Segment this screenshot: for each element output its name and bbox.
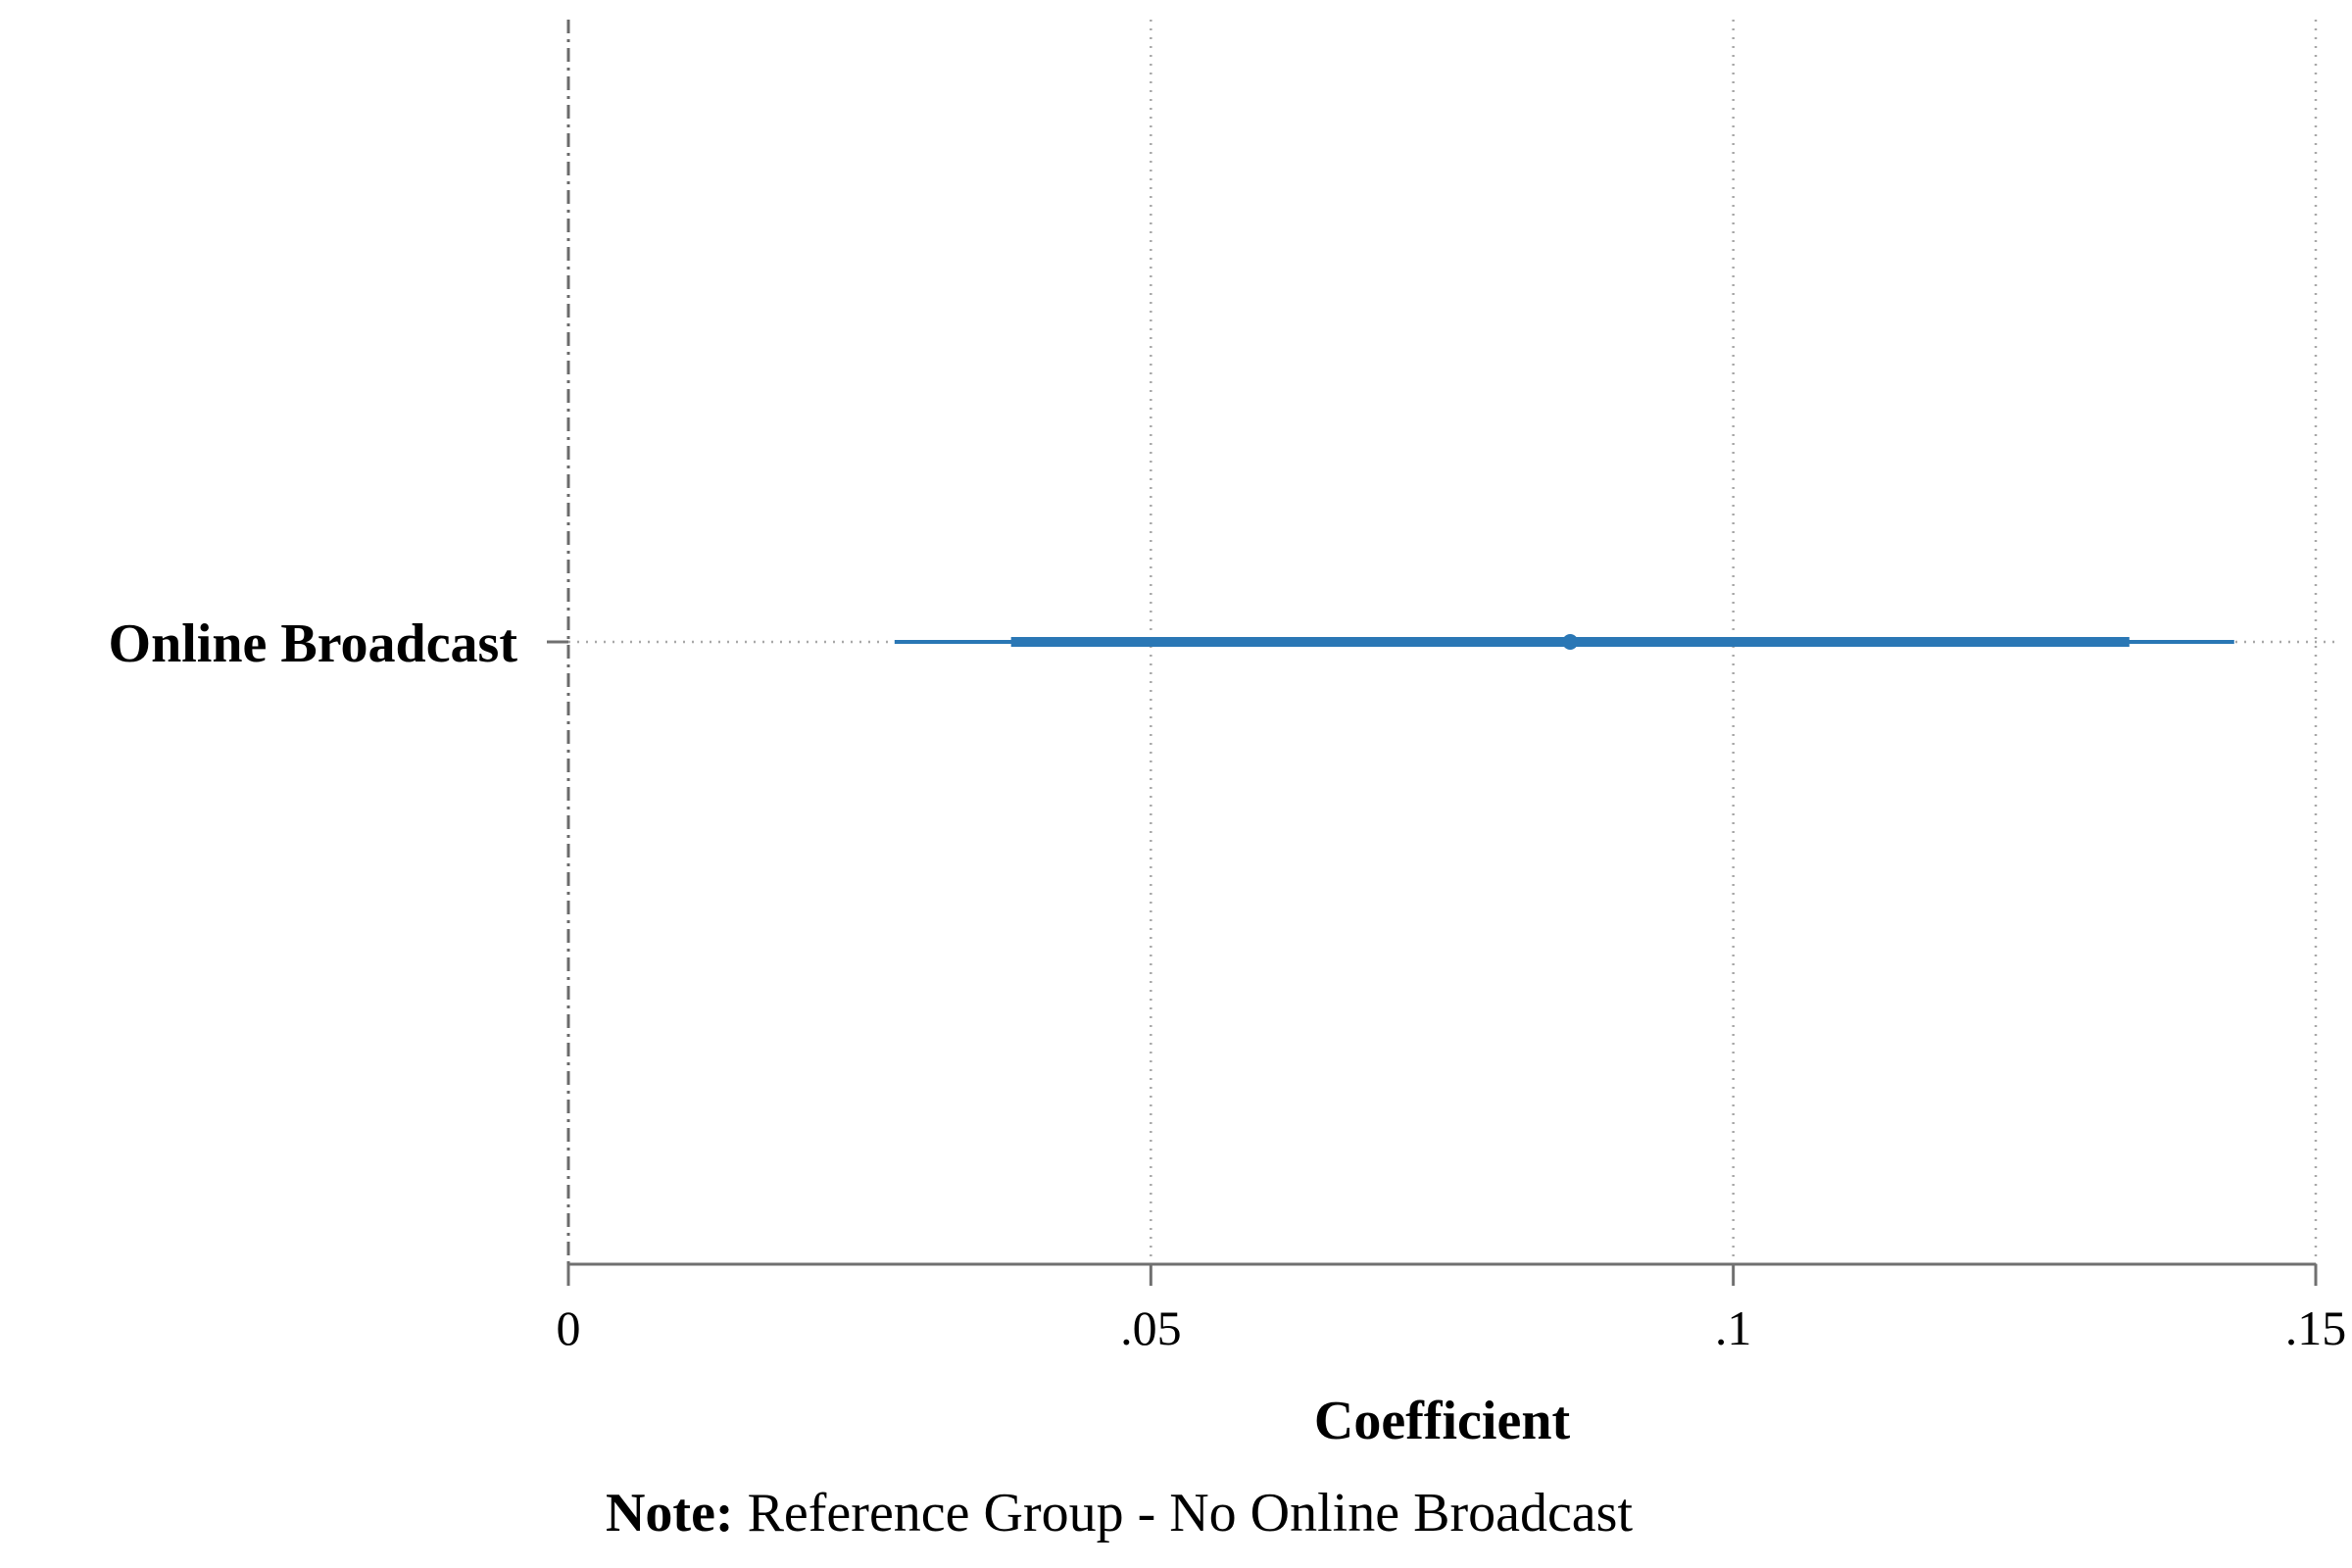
x-tick-label: .1 [1715, 1300, 1752, 1355]
x-tick-label: 0 [557, 1300, 581, 1355]
coefficient-marks [894, 634, 2234, 650]
x-tick-label: .15 [2285, 1300, 2347, 1355]
note-label: Note: [606, 1483, 734, 1544]
x-axis-title: Coefficient [1314, 1391, 1571, 1451]
note-text: Reference Group - No Online Broadcast [734, 1483, 1634, 1544]
x-axis: 0 .05 .1 .15 Online Broadcast [109, 613, 2347, 1355]
point-estimate [1562, 634, 1579, 650]
chart-note: Note: Reference Group - No Online Broadc… [606, 1483, 1633, 1544]
category-label: Online Broadcast [109, 613, 518, 674]
x-tick-label: .05 [1120, 1300, 1182, 1355]
